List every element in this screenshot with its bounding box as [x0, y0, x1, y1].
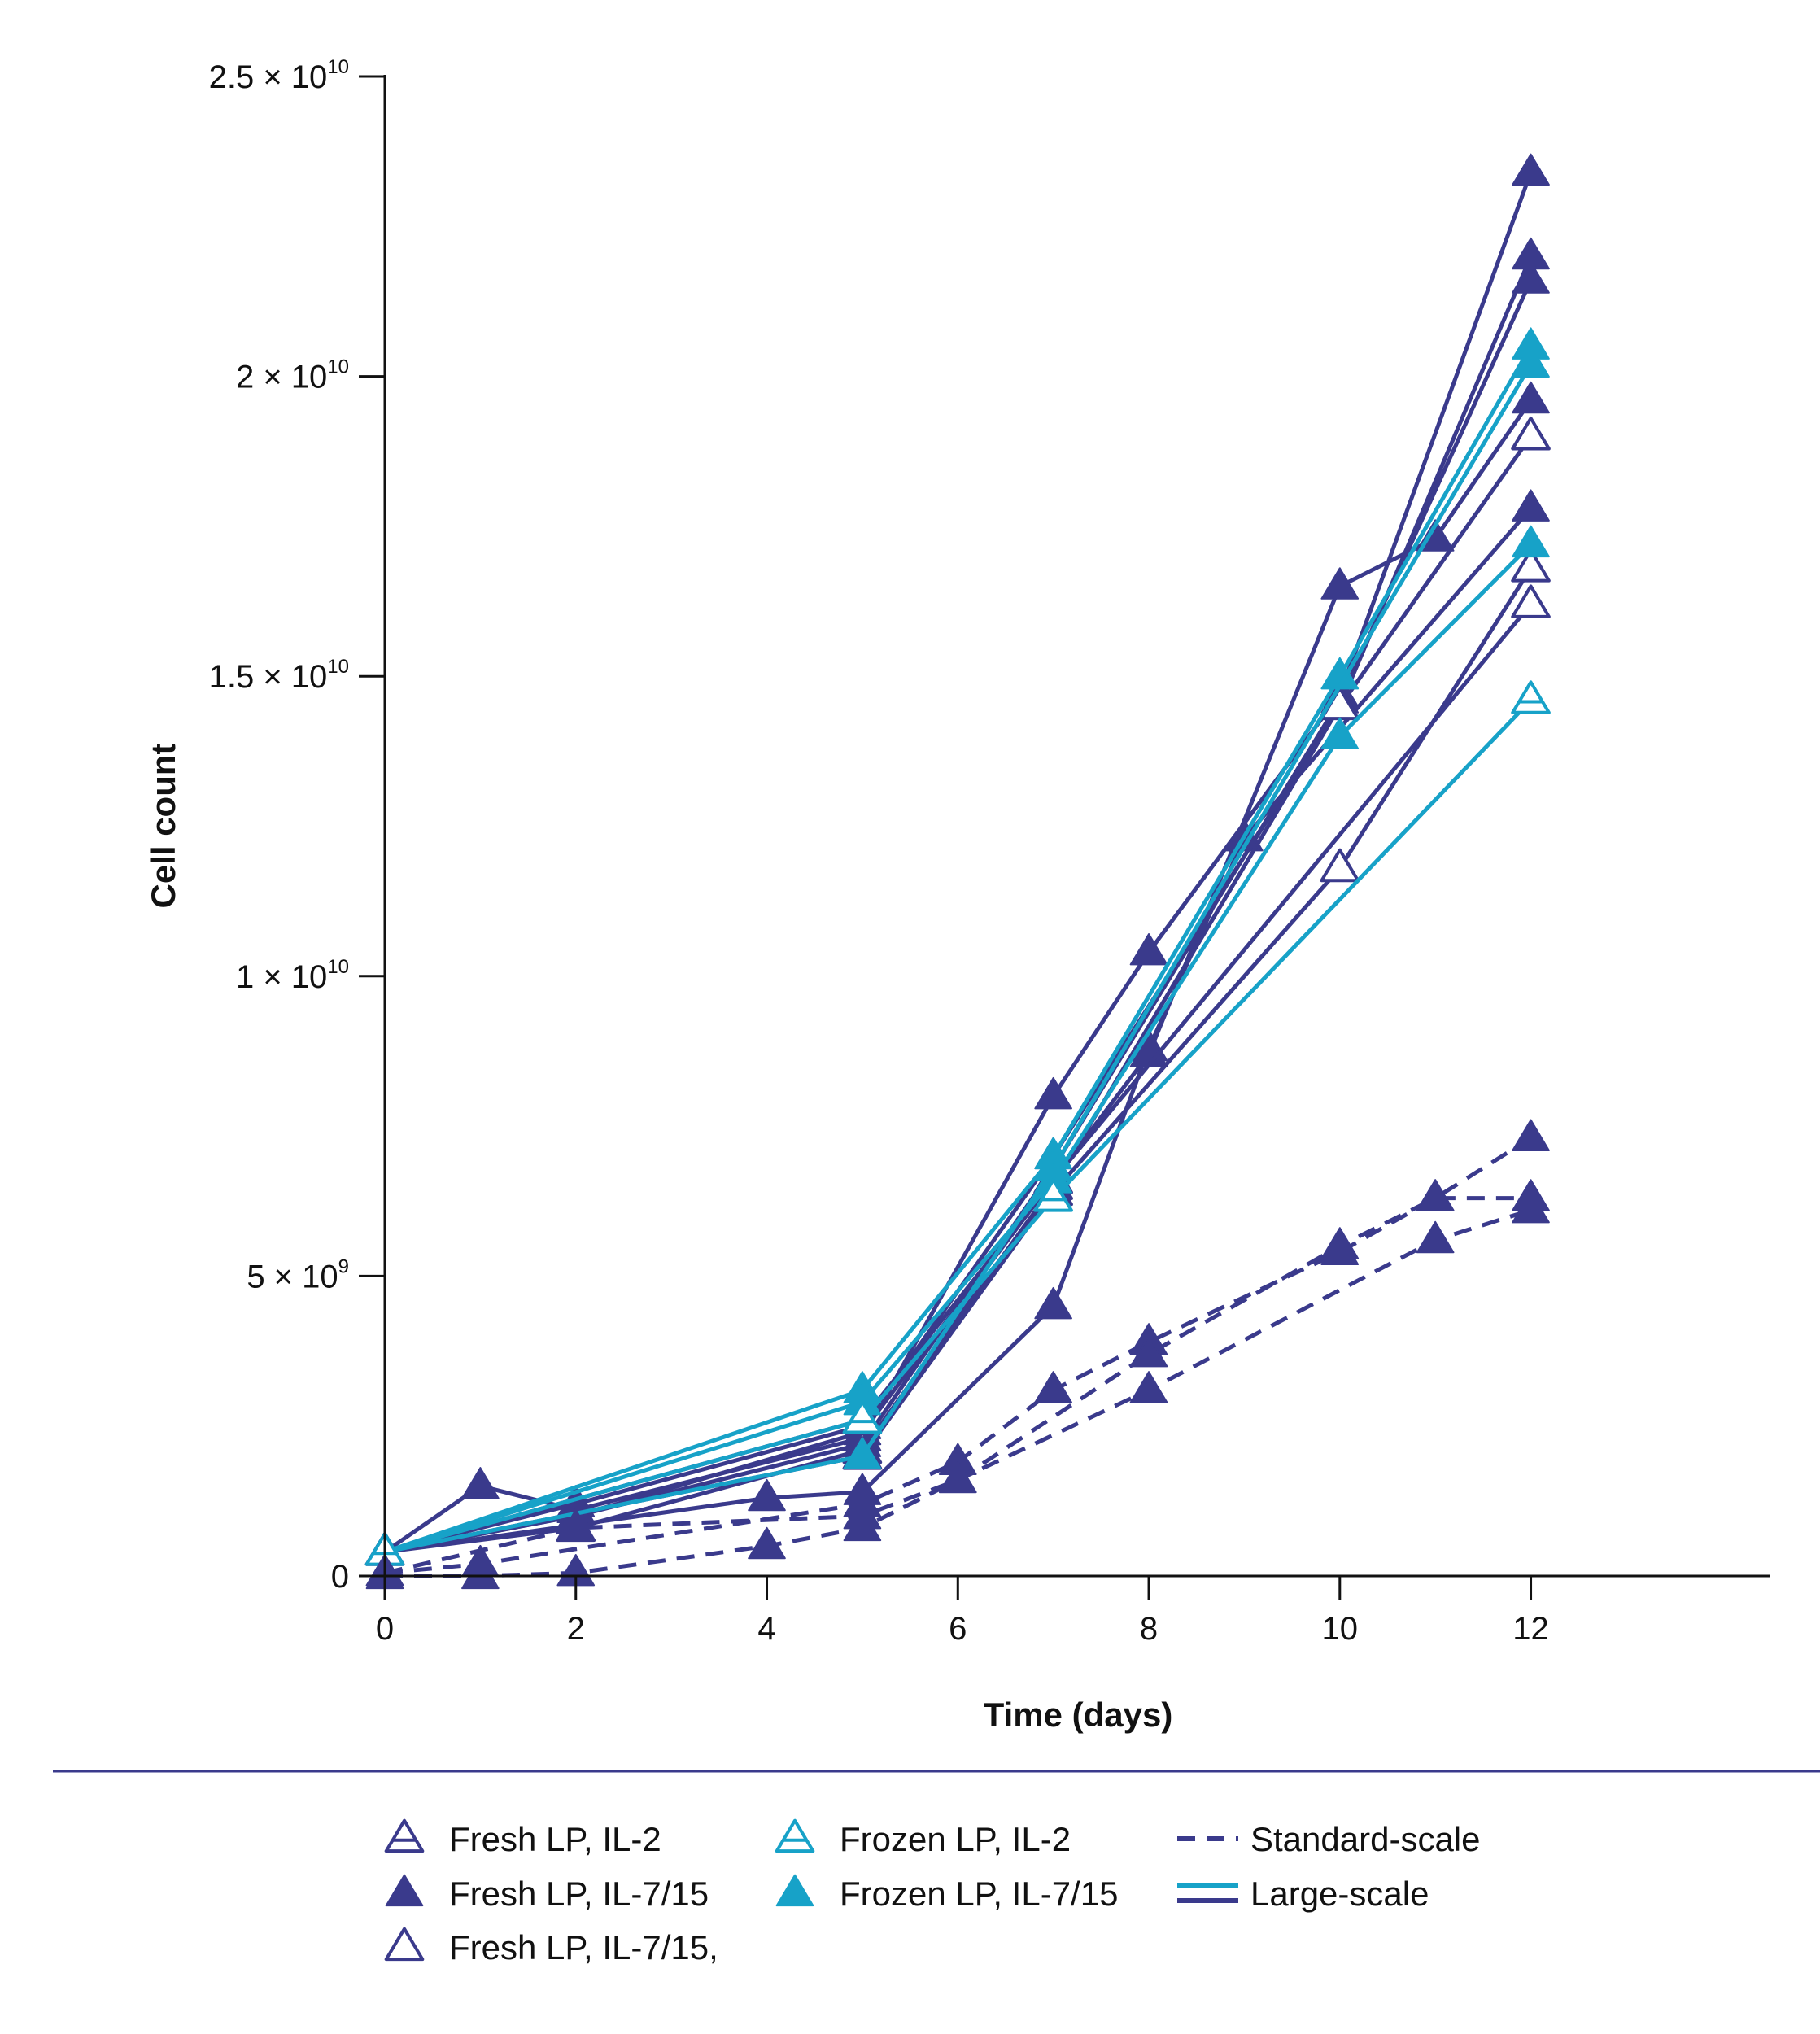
x-tick-label: 4: [757, 1611, 775, 1647]
data-point: [1511, 417, 1551, 451]
data-point: [1416, 1179, 1455, 1211]
legend-label: Standard-scale: [1250, 1820, 1481, 1858]
legend-label: Fresh LP, IL-7/15,: [449, 1928, 718, 1966]
series-4: [365, 381, 1550, 1565]
data-point: [843, 1508, 882, 1542]
legend-item: Fresh LP, IL-7/15: [385, 1874, 709, 1913]
data-point: [938, 1460, 977, 1494]
data-point: [1034, 1286, 1072, 1320]
series-9: [365, 327, 1550, 1565]
data-point: [1511, 680, 1551, 714]
y-axis-title-wrap: Cell count: [144, 743, 182, 908]
series-line: [384, 255, 1533, 1554]
legend-label: Large-scale: [1250, 1875, 1429, 1913]
legend-label: Fresh LP, IL-2: [449, 1820, 661, 1858]
legend-marker: [384, 1818, 425, 1853]
legend-label: Frozen LP, IL-2: [840, 1820, 1071, 1858]
data-point: [1129, 1334, 1168, 1368]
series-10: [365, 345, 1550, 1565]
data-point: [1512, 489, 1550, 522]
legend-item: Large-scale: [1177, 1875, 1429, 1913]
data-point: [556, 1508, 596, 1542]
series-2: [365, 237, 1550, 1565]
data-point: [1511, 584, 1551, 618]
legend-marker: [775, 1818, 815, 1853]
series-8: [364, 584, 1551, 1566]
series-layer: [364, 153, 1551, 1590]
data-point: [1512, 525, 1550, 558]
x-tick-label: 12: [1512, 1611, 1549, 1647]
series-5: [365, 489, 1550, 1565]
legend-item: Fresh LP, IL-2: [384, 1818, 661, 1858]
data-point: [1512, 381, 1550, 414]
legend-label: Fresh LP, IL-7/15: [449, 1875, 709, 1913]
series-line: [383, 172, 1533, 1554]
x-tick-label: 10: [1322, 1611, 1359, 1647]
legend-item: Standard-scale: [1177, 1820, 1481, 1858]
series-3: [365, 261, 1550, 1565]
data-point: [1129, 1371, 1168, 1403]
series-6: [364, 417, 1551, 1566]
data-point: [1320, 848, 1360, 883]
data-point: [1320, 567, 1360, 600]
legend: Fresh LP, IL-2 Fresh LP, IL-7/15 Fresh LP,…: [384, 1818, 1481, 1966]
series-14: [365, 1179, 1550, 1587]
series-13: [365, 1119, 1550, 1587]
series-line: [384, 279, 1533, 1554]
data-point: [1320, 1227, 1360, 1259]
y-axis-title: Cell count: [144, 743, 182, 908]
data-point: [461, 1556, 500, 1590]
series-line: [384, 363, 1533, 1554]
data-point: [1512, 153, 1550, 186]
data-point: [843, 1437, 882, 1469]
y-tick-label: 0: [331, 1559, 349, 1595]
data-point: [1129, 932, 1168, 966]
data-point: [1511, 548, 1551, 583]
y-tick-label: 1.5 × 1010: [209, 656, 349, 695]
series-line: [384, 399, 1533, 1554]
data-point: [1033, 1178, 1073, 1212]
axes-layer: 0 5 × 109 1 × 1010 1.5 × 1010 2 × 1010 2.5 × …: [209, 56, 1770, 1647]
x-tick-label: 0: [376, 1611, 394, 1647]
y-tick-label: 1 × 1010: [236, 956, 349, 995]
series-1: [365, 153, 1550, 1565]
data-point: [1320, 717, 1360, 750]
data-point: [1512, 261, 1550, 294]
data-point: [1416, 1220, 1455, 1254]
series-line: [384, 698, 1533, 1554]
data-point: [461, 1467, 500, 1499]
data-point: [1512, 1190, 1550, 1224]
data-point: [1034, 1371, 1072, 1403]
legend-marker: [385, 1874, 424, 1907]
legend-item: Frozen LP, IL-7/15: [775, 1874, 1118, 1913]
data-point: [1034, 1076, 1072, 1110]
legend-item: Fresh LP, IL-7/15,: [384, 1927, 718, 1966]
data-point: [1512, 1119, 1550, 1151]
y-tick-label: 2.5 × 1010: [209, 56, 349, 95]
x-tick-label: 8: [1140, 1611, 1158, 1647]
series-11: [365, 525, 1550, 1565]
series-line: [384, 434, 1533, 1554]
series-line: [384, 603, 1533, 1554]
x-tick-label: 6: [949, 1611, 967, 1647]
x-tick-label: 2: [567, 1611, 585, 1647]
legend-marker: [384, 1927, 425, 1962]
legend-marker: [775, 1874, 814, 1907]
series-line: [384, 345, 1533, 1554]
y-tick-label: 5 × 109: [247, 1255, 349, 1294]
data-point: [748, 1526, 786, 1560]
y-tick-label: 2 × 1010: [236, 356, 349, 395]
data-point: [748, 1478, 786, 1512]
legend-label: Frozen LP, IL-7/15: [840, 1875, 1118, 1913]
series-12: [364, 680, 1551, 1566]
x-axis-title: Time (days): [984, 1696, 1173, 1734]
data-point: [1512, 345, 1550, 378]
data-point: [842, 1400, 883, 1434]
legend-item: Frozen LP, IL-2: [775, 1818, 1071, 1858]
